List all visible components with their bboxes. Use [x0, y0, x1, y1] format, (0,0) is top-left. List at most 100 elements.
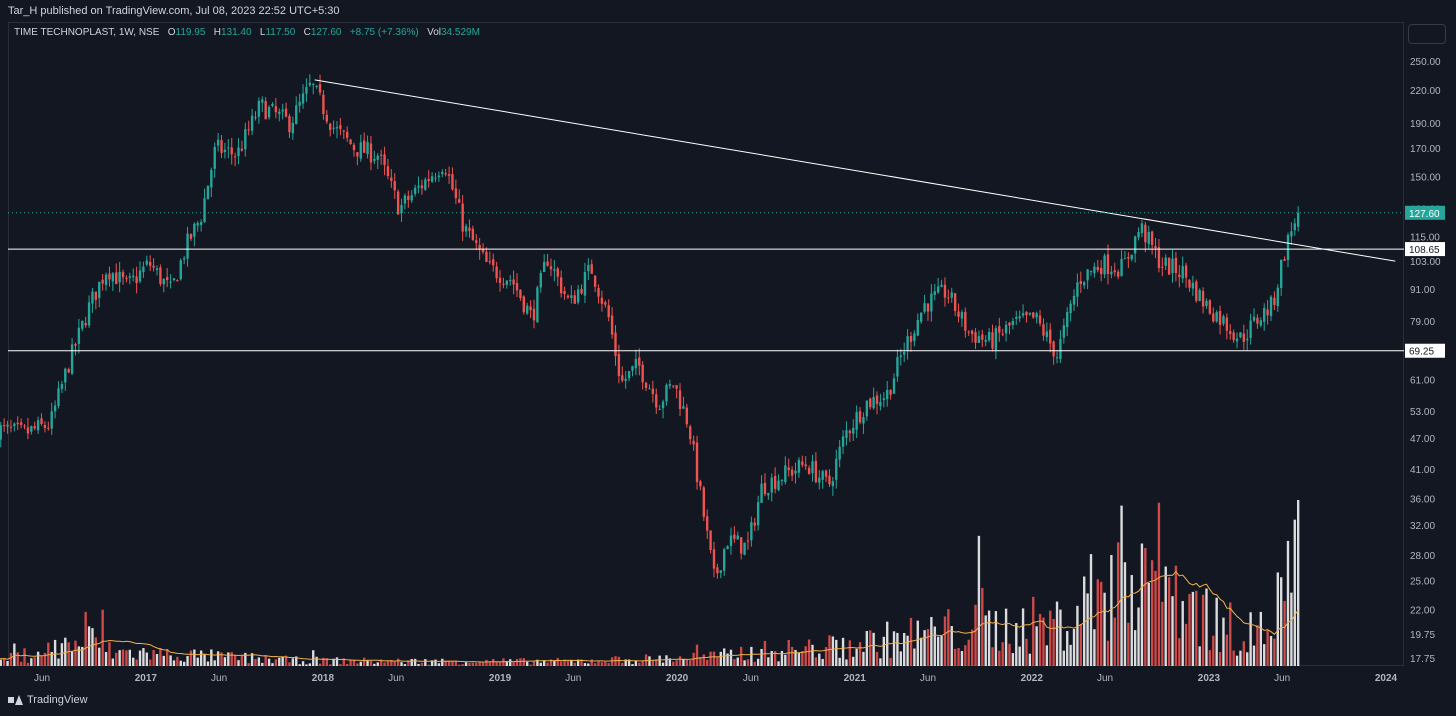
- candle-body: [40, 418, 43, 424]
- tradingview-brand: TradingView: [27, 694, 88, 706]
- candle-body: [60, 384, 64, 389]
- volume-bar: [743, 660, 746, 666]
- volume-bar: [149, 659, 152, 666]
- candle-body: [329, 123, 332, 130]
- candle-body: [587, 265, 590, 272]
- volume-bar: [1269, 636, 1273, 666]
- candle-body: [991, 332, 994, 349]
- candle-body: [668, 384, 672, 386]
- price-axis-label: 25.00: [1410, 577, 1435, 588]
- volume-bar: [957, 647, 960, 666]
- volume-bar: [587, 663, 590, 666]
- volume-bar: [23, 648, 26, 666]
- candle-body: [719, 570, 722, 573]
- volume-bar: [542, 660, 546, 666]
- volume-bar: [220, 652, 223, 666]
- volume-bar: [278, 657, 281, 666]
- volume-bar: [298, 664, 301, 666]
- candle-body: [152, 265, 155, 268]
- price-axis-label: 91.00: [1410, 285, 1435, 296]
- candle-body: [1100, 268, 1103, 274]
- time-axis-label: 2021: [844, 673, 867, 684]
- volume-bar: [1266, 630, 1269, 666]
- candle-body: [1089, 270, 1093, 272]
- volume-bar: [1273, 638, 1276, 666]
- candle-body: [254, 117, 257, 119]
- candle-body: [149, 261, 152, 266]
- candle-body: [1246, 338, 1249, 341]
- candle-body: [410, 195, 413, 201]
- candle-body: [644, 382, 648, 388]
- candle-body: [203, 198, 206, 223]
- volume-bar: [74, 640, 77, 666]
- volume-bar: [655, 659, 658, 666]
- candle-body: [913, 333, 916, 341]
- candle-body: [1181, 266, 1184, 279]
- time-axis-label: Jun: [1274, 673, 1290, 684]
- volume-bar: [1001, 642, 1004, 666]
- candle-body: [352, 144, 356, 151]
- candle-body: [1127, 257, 1130, 259]
- volume-bar: [573, 662, 576, 666]
- volume-bar: [451, 661, 454, 666]
- volume-bar: [631, 664, 634, 666]
- volume-bar: [284, 655, 288, 666]
- volume-bar: [709, 651, 712, 666]
- volume-bar: [621, 662, 624, 666]
- volume-bar: [57, 658, 60, 666]
- volume-bar: [1171, 596, 1174, 666]
- price-axis-label: 41.00: [1410, 465, 1435, 476]
- volume-bar: [821, 658, 824, 666]
- candle-body: [458, 199, 461, 203]
- volume-bar: [332, 658, 335, 666]
- candle-body: [583, 271, 587, 296]
- candle-body: [142, 266, 145, 273]
- candle-body: [716, 567, 719, 574]
- volume-bar: [40, 655, 43, 666]
- volume-bar: [393, 661, 396, 666]
- candle-body: [970, 330, 974, 335]
- candle-body: [760, 483, 763, 503]
- volume-bar: [488, 661, 492, 666]
- volume-bar: [604, 661, 607, 666]
- volume-bar: [1191, 591, 1195, 666]
- candle-body: [1178, 274, 1181, 278]
- volume-bar: [434, 659, 437, 666]
- volume-bar: [712, 651, 716, 666]
- candle-body: [1242, 333, 1246, 342]
- candle-body: [271, 103, 274, 107]
- candle-body: [57, 388, 60, 407]
- volume-bar: [1066, 631, 1069, 666]
- volume-bar: [1259, 611, 1263, 666]
- candle-body: [624, 378, 627, 381]
- volume-bar: [441, 658, 444, 666]
- volume-bar: [967, 639, 970, 666]
- candle-body: [492, 259, 495, 266]
- volume-bar: [678, 656, 682, 666]
- candle-body: [998, 326, 1001, 333]
- volume-bar: [9, 652, 13, 666]
- price-axis-label: 53.00: [1410, 407, 1435, 418]
- volume-bar: [376, 662, 379, 666]
- volume-bar: [227, 652, 230, 666]
- candle-body: [278, 111, 281, 114]
- candle-body: [824, 470, 828, 477]
- candle-body: [1273, 297, 1276, 306]
- candle-body: [1174, 257, 1178, 274]
- legend-high-label: H: [213, 27, 221, 38]
- candle-body: [658, 409, 661, 411]
- candle-body: [108, 273, 111, 280]
- candle-body: [780, 479, 784, 481]
- candle-body: [739, 537, 743, 554]
- candle-body: [1154, 245, 1157, 249]
- volume-bar: [240, 655, 244, 666]
- volume-bar: [186, 656, 189, 666]
- chart-pane[interactable]: [8, 22, 1404, 666]
- candle-body: [1195, 281, 1198, 301]
- volume-bar: [60, 643, 64, 666]
- price-scale-settings-button[interactable]: [1408, 24, 1446, 44]
- candle-body: [1212, 313, 1215, 322]
- volume-bar: [699, 657, 702, 666]
- candle-body: [750, 522, 753, 541]
